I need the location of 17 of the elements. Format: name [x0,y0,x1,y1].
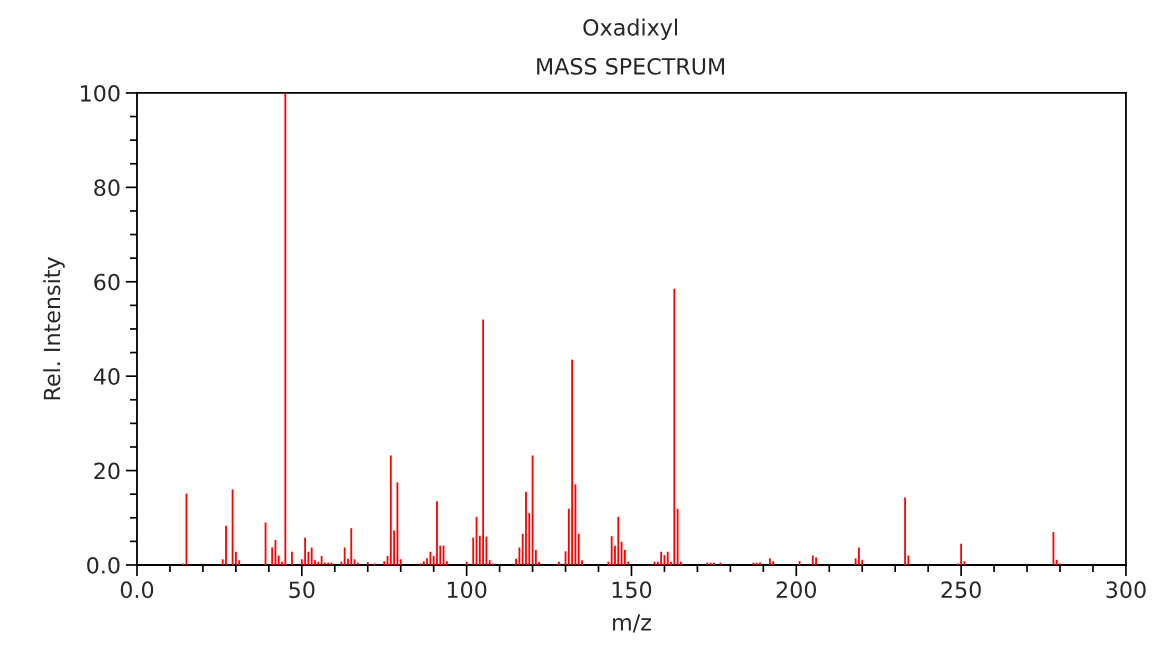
y-axis-title: Rel. Intensity [43,257,65,400]
y-tick-label: 100 [81,84,120,102]
x-tick-label: 200 [776,581,817,599]
y-tick-label: 0.0 [87,556,120,574]
x-tick-label: 300 [1106,581,1146,599]
y-tick-label: 20 [94,462,120,480]
y-tick-label: 80 [94,179,120,197]
x-tick-label: 250 [941,581,981,599]
chart-title: Oxadixyl [583,18,678,40]
x-tick-label: 0.0 [120,581,154,599]
x-axis-title: m/z [613,614,651,633]
x-tick-label: 150 [612,581,652,599]
x-tick-label: 100 [447,581,487,599]
x-tick-label: 50 [289,581,315,599]
y-tick-label: 40 [93,368,120,385]
chart-subtitle: MASS SPECTRUM [537,57,725,75]
y-tick-label: 60 [94,273,120,291]
